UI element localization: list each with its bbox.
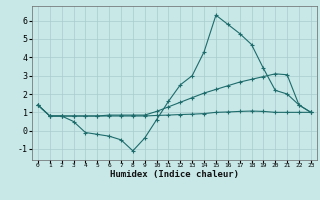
X-axis label: Humidex (Indice chaleur): Humidex (Indice chaleur) [110,170,239,179]
